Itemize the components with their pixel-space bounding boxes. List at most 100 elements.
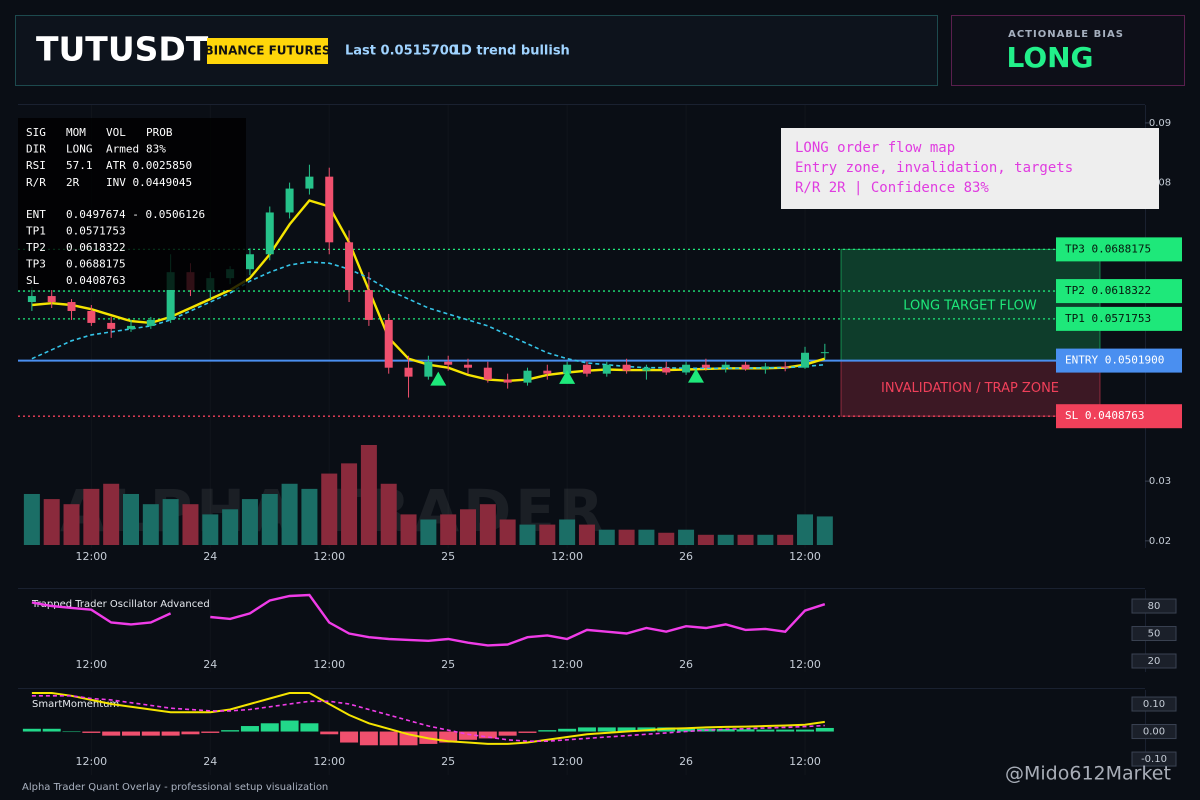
candle-body: [781, 366, 790, 368]
zone: [840, 248, 1101, 362]
candle-body: [67, 302, 76, 311]
volume-bar: [222, 509, 239, 545]
level-value: 0.0618322: [1092, 284, 1152, 297]
y-tick-label: 0.02: [1149, 536, 1171, 547]
candle-body: [126, 325, 135, 329]
level-label-box: [1056, 237, 1182, 262]
x-tick-label: 12:00: [789, 550, 821, 563]
histogram-bar: [22, 728, 41, 732]
x-tick-label: 24: [203, 755, 217, 768]
volume-bar: [777, 534, 794, 545]
volume-bar: [202, 514, 219, 545]
candle-body: [345, 242, 354, 291]
histogram-bar: [716, 729, 735, 732]
candle-body: [166, 272, 175, 320]
candle-body: [721, 364, 730, 368]
level-label-box: [1056, 279, 1182, 304]
candle-body: [265, 212, 274, 255]
target-cell: 0.0497674 - 0.0506126: [66, 208, 205, 221]
bias-box: [951, 15, 1185, 86]
level-name: TP3: [1065, 242, 1085, 255]
note-box: [781, 128, 1159, 209]
stat-cell: 83%: [146, 143, 166, 156]
stat-cell: RSI: [26, 159, 46, 172]
candle-body: [305, 176, 314, 189]
volume-bar: [321, 473, 338, 545]
credit: @Mido612Market: [1005, 763, 1171, 785]
signal-marker: [559, 369, 576, 384]
histogram-bar: [597, 727, 616, 732]
volume-bar: [23, 493, 40, 545]
panel-title: Trapped Trader Oscillator Advanced: [31, 599, 210, 610]
level-name: TP1: [1065, 312, 1085, 325]
volume-bar: [400, 514, 417, 545]
candle-body: [503, 379, 512, 383]
level-value: 0.0571753: [1092, 312, 1152, 325]
candle-body: [801, 352, 810, 368]
level-label-box: [1056, 306, 1182, 331]
volume-bar: [182, 504, 199, 545]
histogram-bar: [518, 731, 537, 733]
x-tick-label: 24: [203, 550, 217, 563]
volume-bar: [162, 499, 179, 545]
panel-title: SmartMomentum: [32, 699, 119, 710]
x-tick-label: 12:00: [551, 755, 583, 768]
level-label: TP1 0.0571753: [1065, 312, 1151, 325]
histogram-bar: [121, 731, 140, 736]
target-cell: 0.0688175: [66, 258, 126, 271]
x-tick-label: 25: [441, 755, 455, 768]
y-tick-box: [1131, 598, 1177, 614]
stats: SIG MOM VOL PROB DIR LONG Armed 83% RSI 57.1 ATR 0…: [26, 126, 205, 287]
volume-bar: [519, 524, 536, 545]
volume-bar: [122, 493, 139, 545]
level-value: 0.0501900: [1105, 354, 1165, 367]
candle-body: [622, 364, 631, 371]
stats-box: [18, 118, 246, 290]
candle-body: [563, 364, 572, 374]
candle-body: [582, 364, 591, 374]
histogram-bar: [260, 723, 279, 732]
histogram-bar: [478, 731, 497, 739]
volume-bar: [281, 483, 298, 545]
candle-body: [820, 352, 829, 354]
x-tick-label: 12:00: [75, 550, 107, 563]
oscillator-line: [31, 593, 826, 647]
x-tick-label: 12:00: [313, 755, 345, 768]
candle-body: [642, 367, 651, 371]
candle-body: [701, 364, 710, 368]
volume-bar: [559, 519, 576, 545]
candle-body: [424, 361, 433, 377]
volume-bar: [539, 524, 556, 545]
volume-bar: [678, 529, 695, 545]
candle-body: [761, 366, 770, 369]
volume-bar: [598, 529, 615, 545]
note-line: Entry zone, invalidation, targets: [795, 160, 1073, 176]
y-tick-box: [1131, 626, 1177, 642]
candle-body: [245, 254, 254, 270]
volume-bar: [816, 516, 833, 545]
candle-body: [364, 290, 373, 320]
histogram-bar: [42, 728, 61, 732]
level-value: 0.0408763: [1085, 409, 1145, 422]
exchange-badge: [207, 38, 328, 64]
histogram-bar: [776, 729, 795, 732]
histogram-bar: [796, 729, 815, 732]
level-label-box: [1056, 348, 1182, 373]
level-label: TP3 0.0688175: [1065, 242, 1151, 255]
volume-bar: [420, 519, 437, 545]
histogram-bar: [161, 731, 180, 736]
y-tick-label: 0.10: [1143, 699, 1165, 710]
volume-bar: [757, 534, 774, 545]
volume-bar: [83, 488, 100, 545]
trend: 1D trend bullish: [452, 44, 570, 59]
x-tick-label: 25: [441, 658, 455, 671]
x-tick-label: 26: [679, 755, 693, 768]
candle-body: [662, 367, 671, 373]
histogram-bar: [141, 731, 160, 736]
y-tick-label: 0.08: [1149, 178, 1171, 189]
volume-bar: [301, 488, 318, 545]
stat-cell: VOL: [106, 126, 126, 139]
histogram-bar: [62, 731, 81, 733]
stat-cell: 2R: [66, 176, 80, 189]
candle-body: [523, 370, 532, 383]
